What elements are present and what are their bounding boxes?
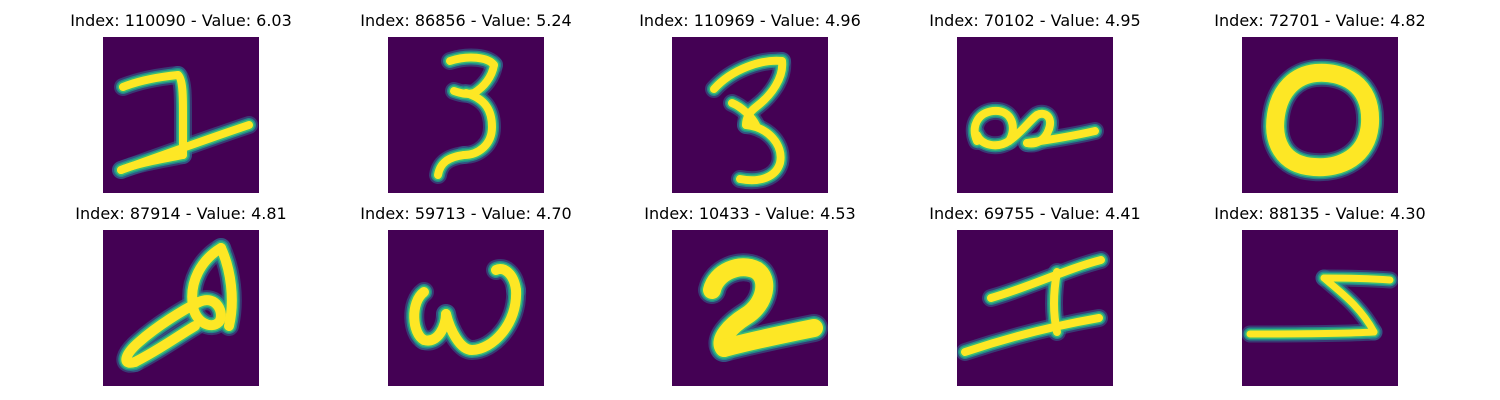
glyph-core — [434, 53, 498, 179]
glyph-stroke — [130, 321, 200, 367]
glyph-stroke — [728, 99, 760, 129]
image-panel: Index: 70102 - Value: 4.95 — [929, 11, 1141, 193]
image-panel: Index: 86856 - Value: 5.24 — [360, 11, 572, 193]
panel-title: Index: 110090 - Value: 6.03 — [70, 11, 292, 30]
handwritten-glyph-image — [388, 37, 544, 193]
image-panel: Index: 69755 - Value: 4.41 — [929, 204, 1141, 386]
panel-title: Index: 70102 - Value: 4.95 — [929, 11, 1141, 30]
panel-title: Index: 88135 - Value: 4.30 — [1214, 204, 1426, 223]
glyph-stroke — [970, 106, 1017, 145]
glyph-stroke — [1005, 109, 1054, 145]
panel-title: Index: 87914 - Value: 4.81 — [75, 204, 287, 223]
glyph-stroke — [736, 121, 785, 185]
handwritten-glyph-image — [388, 230, 544, 386]
glyph-stroke — [1320, 274, 1394, 284]
glyph-core — [409, 264, 522, 355]
image-panel: Index: 110969 - Value: 4.96 — [639, 11, 861, 193]
glyph-core — [961, 256, 1105, 356]
glyph-stroke — [1320, 274, 1378, 336]
image-panel: Index: 87914 - Value: 4.81 — [75, 204, 287, 386]
glyph-stroke — [121, 297, 204, 368]
glyph-core — [703, 258, 823, 357]
glyph-stroke — [460, 89, 496, 159]
panel-title: Index: 59713 - Value: 4.70 — [360, 204, 572, 223]
glyph-core — [1266, 63, 1380, 177]
glyph-stroke — [715, 319, 823, 357]
panel-title: Index: 110969 - Value: 4.96 — [639, 11, 861, 30]
glyph-stroke — [703, 258, 774, 357]
glyph-stroke — [188, 295, 226, 331]
panel-title: Index: 69755 - Value: 4.41 — [929, 204, 1141, 223]
glyph-stroke — [742, 57, 787, 129]
panel-title: Index: 10433 - Value: 4.53 — [644, 204, 856, 223]
handwritten-glyph-image — [672, 37, 828, 193]
panel-title: Index: 72701 - Value: 4.82 — [1214, 11, 1426, 30]
glyph-core — [1246, 274, 1394, 338]
handwritten-glyph-image — [957, 230, 1113, 386]
glyph-stroke — [987, 256, 1105, 302]
image-panel: Index: 10433 - Value: 4.53 — [644, 204, 856, 386]
handwritten-glyph-image — [957, 37, 1113, 193]
glyph-stroke — [216, 243, 237, 331]
image-panel: Index: 110090 - Value: 6.03 — [70, 11, 292, 193]
image-background — [1242, 230, 1398, 386]
handwritten-glyph-image — [103, 230, 259, 386]
glyph-stroke — [441, 285, 522, 355]
glyph-stroke — [434, 151, 468, 179]
image-background — [957, 230, 1113, 386]
glyph-stroke — [1266, 63, 1380, 177]
glyph-stroke — [710, 56, 786, 93]
glyph-stroke — [491, 264, 521, 295]
panel-title: Index: 86856 - Value: 5.24 — [360, 11, 572, 30]
image-panel: Index: 72701 - Value: 4.82 — [1214, 11, 1426, 193]
image-panel: Index: 59713 - Value: 4.70 — [360, 204, 572, 386]
glyph-core — [710, 56, 787, 185]
glyph-core — [970, 106, 1099, 150]
handwritten-glyph-image — [103, 37, 259, 193]
glyph-core — [117, 71, 253, 174]
handwritten-glyph-image — [672, 230, 828, 386]
glyph-stroke — [187, 243, 226, 311]
glyph-core — [121, 243, 237, 368]
handwritten-glyph-image — [1242, 37, 1398, 193]
glyph-stroke — [119, 71, 182, 91]
handwritten-glyph-image — [1242, 230, 1398, 386]
glyph-stroke — [1246, 328, 1378, 338]
glyph-stroke — [117, 121, 253, 174]
glyph-stroke — [961, 314, 1103, 356]
image-panel: Index: 88135 - Value: 4.30 — [1214, 204, 1426, 386]
glyph-stroke — [1023, 127, 1099, 147]
